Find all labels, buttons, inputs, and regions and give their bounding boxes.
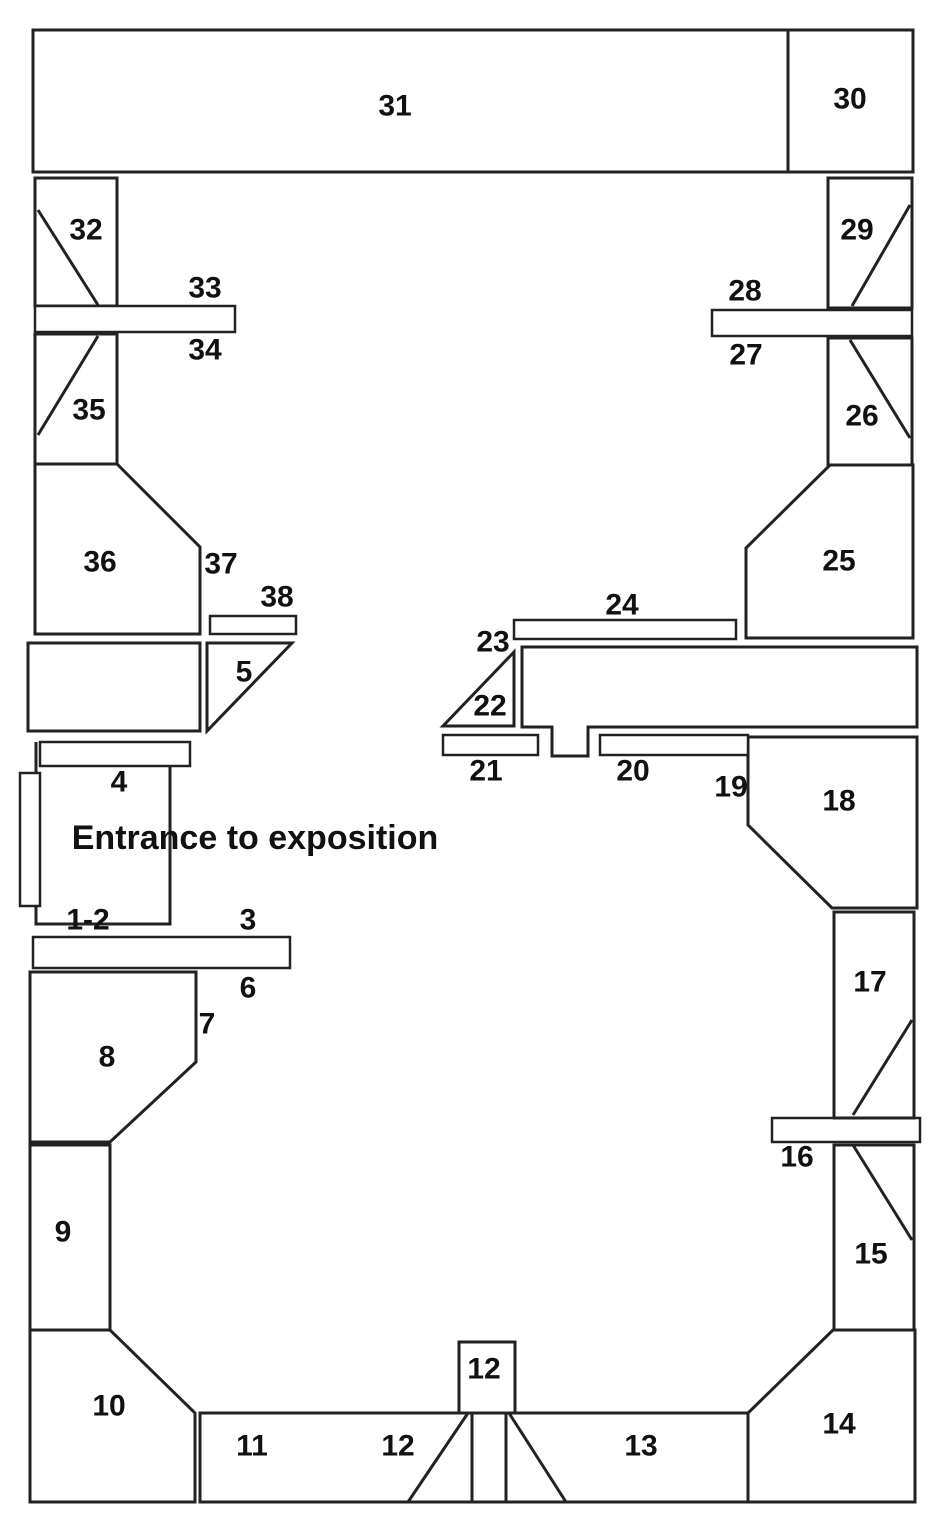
label-37: 37 bbox=[204, 548, 237, 581]
diagonal-12-right bbox=[507, 1412, 568, 1503]
diagonal-15 bbox=[851, 1144, 914, 1241]
room-15[interactable] bbox=[832, 1143, 916, 1332]
panel-27-28[interactable] bbox=[710, 308, 914, 338]
diagonal-29 bbox=[850, 204, 912, 307]
label-26: 26 bbox=[845, 400, 878, 433]
label-38: 38 bbox=[260, 581, 293, 614]
panel-33-34[interactable] bbox=[33, 304, 237, 334]
label-18: 18 bbox=[822, 785, 855, 818]
panel-4[interactable] bbox=[38, 740, 192, 768]
entrance-label: Entrance to exposition bbox=[72, 819, 439, 857]
label-35: 35 bbox=[72, 394, 105, 427]
label-5: 5 bbox=[236, 656, 253, 689]
panel-5[interactable] bbox=[205, 641, 296, 735]
label-3: 3 bbox=[240, 904, 257, 937]
label-31: 31 bbox=[378, 90, 411, 123]
panel-16[interactable] bbox=[770, 1116, 922, 1144]
room-17[interactable] bbox=[832, 910, 916, 1120]
label-33: 33 bbox=[188, 272, 221, 305]
room-29[interactable] bbox=[826, 176, 914, 310]
label-25: 25 bbox=[822, 545, 855, 578]
panel-20[interactable] bbox=[598, 733, 750, 757]
room-31[interactable] bbox=[31, 28, 790, 174]
room-36[interactable] bbox=[33, 462, 202, 636]
label-34: 34 bbox=[188, 334, 222, 367]
panel-22-23[interactable] bbox=[439, 648, 516, 728]
label-23: 23 bbox=[476, 626, 509, 659]
room-11-12[interactable] bbox=[198, 1411, 474, 1504]
panel-3-6[interactable] bbox=[31, 935, 292, 970]
label-20: 20 bbox=[616, 755, 649, 788]
label-6: 6 bbox=[240, 972, 257, 1005]
label-28: 28 bbox=[728, 275, 761, 308]
panel-21[interactable] bbox=[441, 733, 540, 757]
label-16: 16 bbox=[780, 1141, 813, 1174]
entrance-door[interactable] bbox=[18, 771, 42, 908]
room-18[interactable] bbox=[746, 735, 919, 910]
panel-24[interactable] bbox=[512, 618, 738, 641]
central-block[interactable] bbox=[520, 645, 919, 758]
label-8: 8 bbox=[99, 1041, 116, 1074]
label-14: 14 bbox=[822, 1408, 856, 1441]
room-30[interactable] bbox=[786, 28, 915, 174]
label-21: 21 bbox=[469, 755, 502, 788]
label-17: 17 bbox=[853, 966, 886, 999]
label-15: 15 bbox=[854, 1238, 887, 1271]
label-32: 32 bbox=[69, 214, 102, 247]
label-27: 27 bbox=[729, 339, 762, 372]
diagonal-17 bbox=[851, 1019, 914, 1116]
diagonal-26 bbox=[848, 339, 912, 439]
label-4: 4 bbox=[111, 766, 128, 799]
label-24: 24 bbox=[605, 589, 639, 622]
diagonal-35 bbox=[36, 335, 100, 436]
label-12-bottom: 12 bbox=[381, 1430, 414, 1463]
label-7: 7 bbox=[199, 1008, 216, 1041]
diagonal-12-left bbox=[406, 1412, 470, 1503]
label-30: 30 bbox=[833, 83, 866, 116]
label-11: 11 bbox=[236, 1430, 268, 1463]
label-36: 36 bbox=[83, 546, 116, 579]
label-9: 9 bbox=[55, 1216, 72, 1249]
diagonal-32 bbox=[36, 209, 100, 306]
room-13[interactable] bbox=[504, 1411, 750, 1504]
label-19: 19 bbox=[714, 771, 747, 804]
label-22: 22 bbox=[473, 690, 506, 723]
room-8[interactable] bbox=[28, 970, 198, 1144]
label-13: 13 bbox=[624, 1430, 657, 1463]
label-29: 29 bbox=[840, 214, 873, 247]
room-unlabeled-left[interactable] bbox=[26, 641, 202, 733]
label-12-alcove: 12 bbox=[467, 1353, 500, 1386]
room-10[interactable] bbox=[28, 1328, 197, 1504]
room-12-corridor[interactable] bbox=[470, 1411, 508, 1504]
panel-38[interactable] bbox=[208, 614, 298, 636]
room-26[interactable] bbox=[826, 336, 914, 467]
label-1-2: 1-2 bbox=[66, 904, 109, 937]
label-10: 10 bbox=[92, 1390, 125, 1423]
room-12-alcove[interactable] bbox=[457, 1340, 517, 1415]
